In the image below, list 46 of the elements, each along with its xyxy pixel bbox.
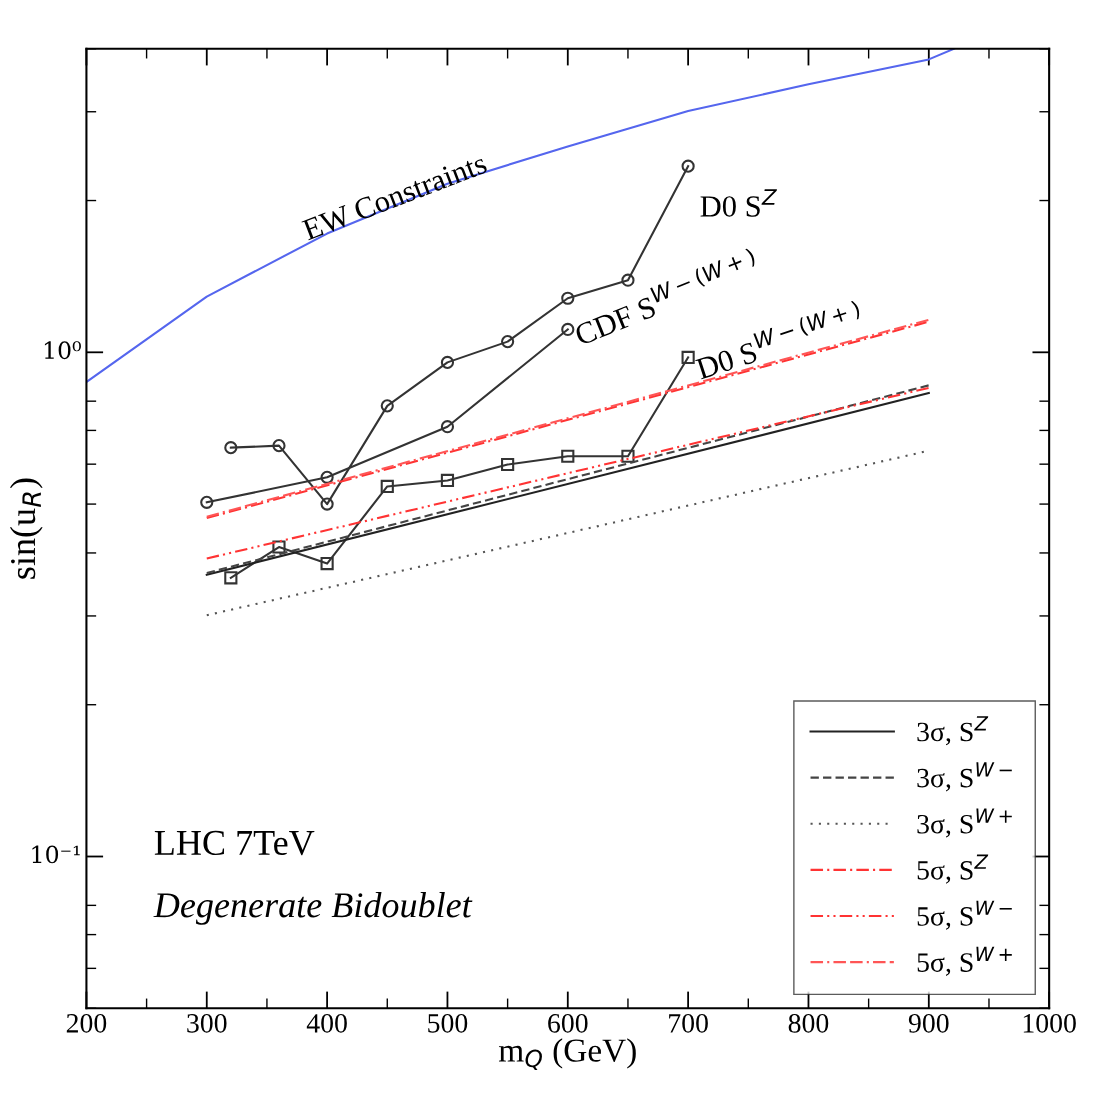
point bbox=[380, 399, 394, 413]
x-tick-label: 300 bbox=[187, 1013, 227, 1033]
point bbox=[681, 350, 695, 364]
legend-label: 3σ, S$^{W−}$ bbox=[917, 762, 1012, 792]
point bbox=[501, 335, 515, 349]
point bbox=[200, 495, 214, 509]
x-tick-label: 1000 bbox=[1023, 1013, 1076, 1033]
point bbox=[621, 449, 635, 463]
point bbox=[621, 273, 635, 287]
point bbox=[224, 441, 238, 455]
point bbox=[224, 571, 238, 585]
x-tick-label: 800 bbox=[788, 1013, 829, 1033]
legend-label: 3σ, S$^{Z}$ bbox=[917, 716, 989, 746]
point bbox=[501, 457, 515, 472]
annotation: LHC 7TeV bbox=[154, 830, 315, 856]
point bbox=[320, 557, 334, 571]
x-tick-label: 700 bbox=[669, 1013, 708, 1033]
annotation: Degenerate Bidoublet bbox=[153, 892, 473, 925]
annotation: D0 S$^{W−(W+)}$ bbox=[692, 299, 865, 380]
point bbox=[561, 322, 575, 337]
x-tick-label: 900 bbox=[908, 1013, 949, 1033]
y-tick-label: 10⁻¹ bbox=[32, 845, 80, 864]
point bbox=[380, 479, 394, 494]
legend-label: 3σ, S$^{W+}$ bbox=[917, 808, 1012, 838]
point bbox=[440, 355, 455, 369]
x-tick-label: 200 bbox=[66, 1013, 107, 1033]
point bbox=[272, 540, 286, 554]
point bbox=[681, 159, 695, 173]
legend-label: 5σ, S$^{Z}$ bbox=[917, 854, 989, 884]
x-axis-title: m$_{Q}$ (GeV) bbox=[498, 1038, 636, 1070]
x-tick-label: 600 bbox=[548, 1013, 588, 1033]
point bbox=[440, 420, 455, 434]
point bbox=[272, 439, 286, 453]
y-tick-label: 10⁰ bbox=[44, 341, 81, 360]
y-axis-title: sin(u$_{R}$) bbox=[9, 478, 43, 579]
annotation: D0 S$^{Z}$ bbox=[700, 189, 777, 217]
x-tick-label: 400 bbox=[306, 1013, 347, 1033]
line-series bbox=[86, 48, 956, 384]
x-tick-label: 500 bbox=[428, 1013, 468, 1033]
point bbox=[320, 497, 334, 511]
point bbox=[440, 473, 455, 488]
legend-label: 5σ, S$^{W+}$ bbox=[917, 946, 1012, 976]
point bbox=[561, 449, 575, 463]
point bbox=[320, 470, 334, 484]
legend-label: 5σ, S$^{W−}$ bbox=[917, 900, 1012, 930]
point bbox=[561, 291, 575, 305]
